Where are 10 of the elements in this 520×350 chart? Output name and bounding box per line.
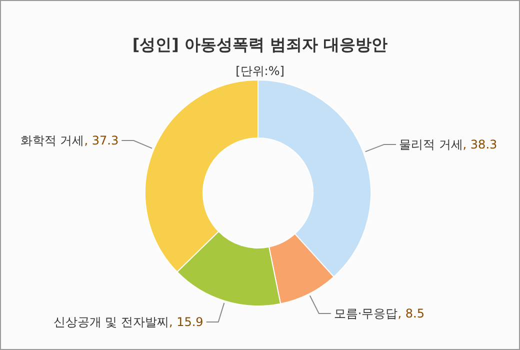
- slice-label: 화학적 거세: [20, 134, 84, 148]
- data-label: , 15.9: [168, 315, 204, 330]
- slice-label: 물리적 거세: [398, 137, 463, 152]
- chart-subtitle: [단위:%]: [236, 64, 284, 78]
- slice-label: 신상공개 및 전자발찌: [53, 315, 169, 330]
- data-label: , 38.3: [462, 137, 498, 152]
- data-label: , 37.3: [84, 134, 119, 148]
- slice-label: 모름·무응답: [334, 306, 398, 320]
- chart-title: [성인] 아동성폭력 범죄자 대응방안: [132, 35, 388, 54]
- data-label: , 8.5: [398, 306, 424, 320]
